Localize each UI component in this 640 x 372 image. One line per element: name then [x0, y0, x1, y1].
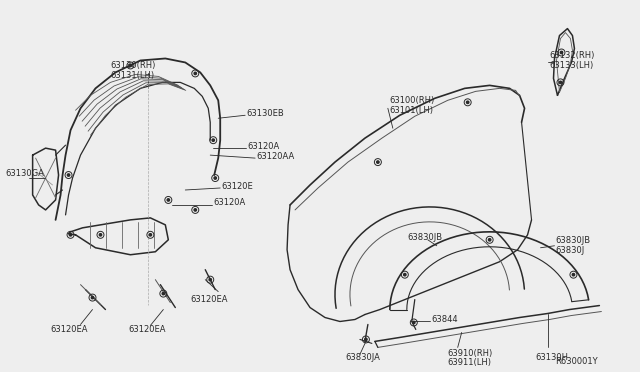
Circle shape [404, 273, 406, 276]
Circle shape [365, 338, 367, 341]
Text: 63830JB: 63830JB [408, 233, 443, 242]
Circle shape [162, 292, 164, 295]
Circle shape [560, 51, 563, 54]
Circle shape [488, 238, 491, 241]
Circle shape [572, 273, 575, 276]
Circle shape [377, 161, 379, 163]
Text: 63844: 63844 [432, 315, 458, 324]
Text: 63910(RH): 63910(RH) [448, 349, 493, 358]
Text: 63130GA: 63130GA [6, 169, 45, 177]
Text: 63130H: 63130H [536, 353, 568, 362]
Text: 63100(RH): 63100(RH) [390, 96, 435, 105]
Circle shape [214, 177, 216, 179]
Circle shape [69, 234, 72, 236]
Circle shape [99, 234, 102, 236]
Text: 63120E: 63120E [221, 182, 253, 190]
Text: 63130(RH): 63130(RH) [111, 61, 156, 70]
Text: 63830JB: 63830JB [556, 236, 591, 245]
Circle shape [92, 296, 93, 299]
Text: 63120AA: 63120AA [256, 152, 294, 161]
Circle shape [467, 101, 469, 103]
Circle shape [167, 199, 170, 201]
Text: 63830JA: 63830JA [345, 353, 380, 362]
Text: 63131(LH): 63131(LH) [111, 71, 155, 80]
Text: R630001Y: R630001Y [555, 357, 597, 366]
Circle shape [559, 81, 562, 84]
Circle shape [413, 321, 415, 324]
Text: 63132(RH): 63132(RH) [550, 51, 595, 60]
Circle shape [149, 234, 152, 236]
Circle shape [194, 209, 196, 211]
Text: 63101(LH): 63101(LH) [390, 106, 434, 115]
Text: 63120EA: 63120EA [190, 295, 228, 304]
Text: 63120EA: 63120EA [51, 325, 88, 334]
Text: 63133(LH): 63133(LH) [550, 61, 594, 70]
Text: 63911(LH): 63911(LH) [448, 358, 492, 367]
Circle shape [129, 64, 132, 67]
Text: 63830J: 63830J [556, 246, 585, 255]
Circle shape [194, 72, 196, 75]
Text: 63130EB: 63130EB [246, 109, 284, 118]
Text: 63120A: 63120A [247, 142, 280, 151]
Text: 63120A: 63120A [213, 198, 246, 208]
Text: 63120EA: 63120EA [129, 325, 166, 334]
Circle shape [67, 174, 70, 176]
Circle shape [209, 279, 211, 281]
Circle shape [212, 139, 214, 141]
